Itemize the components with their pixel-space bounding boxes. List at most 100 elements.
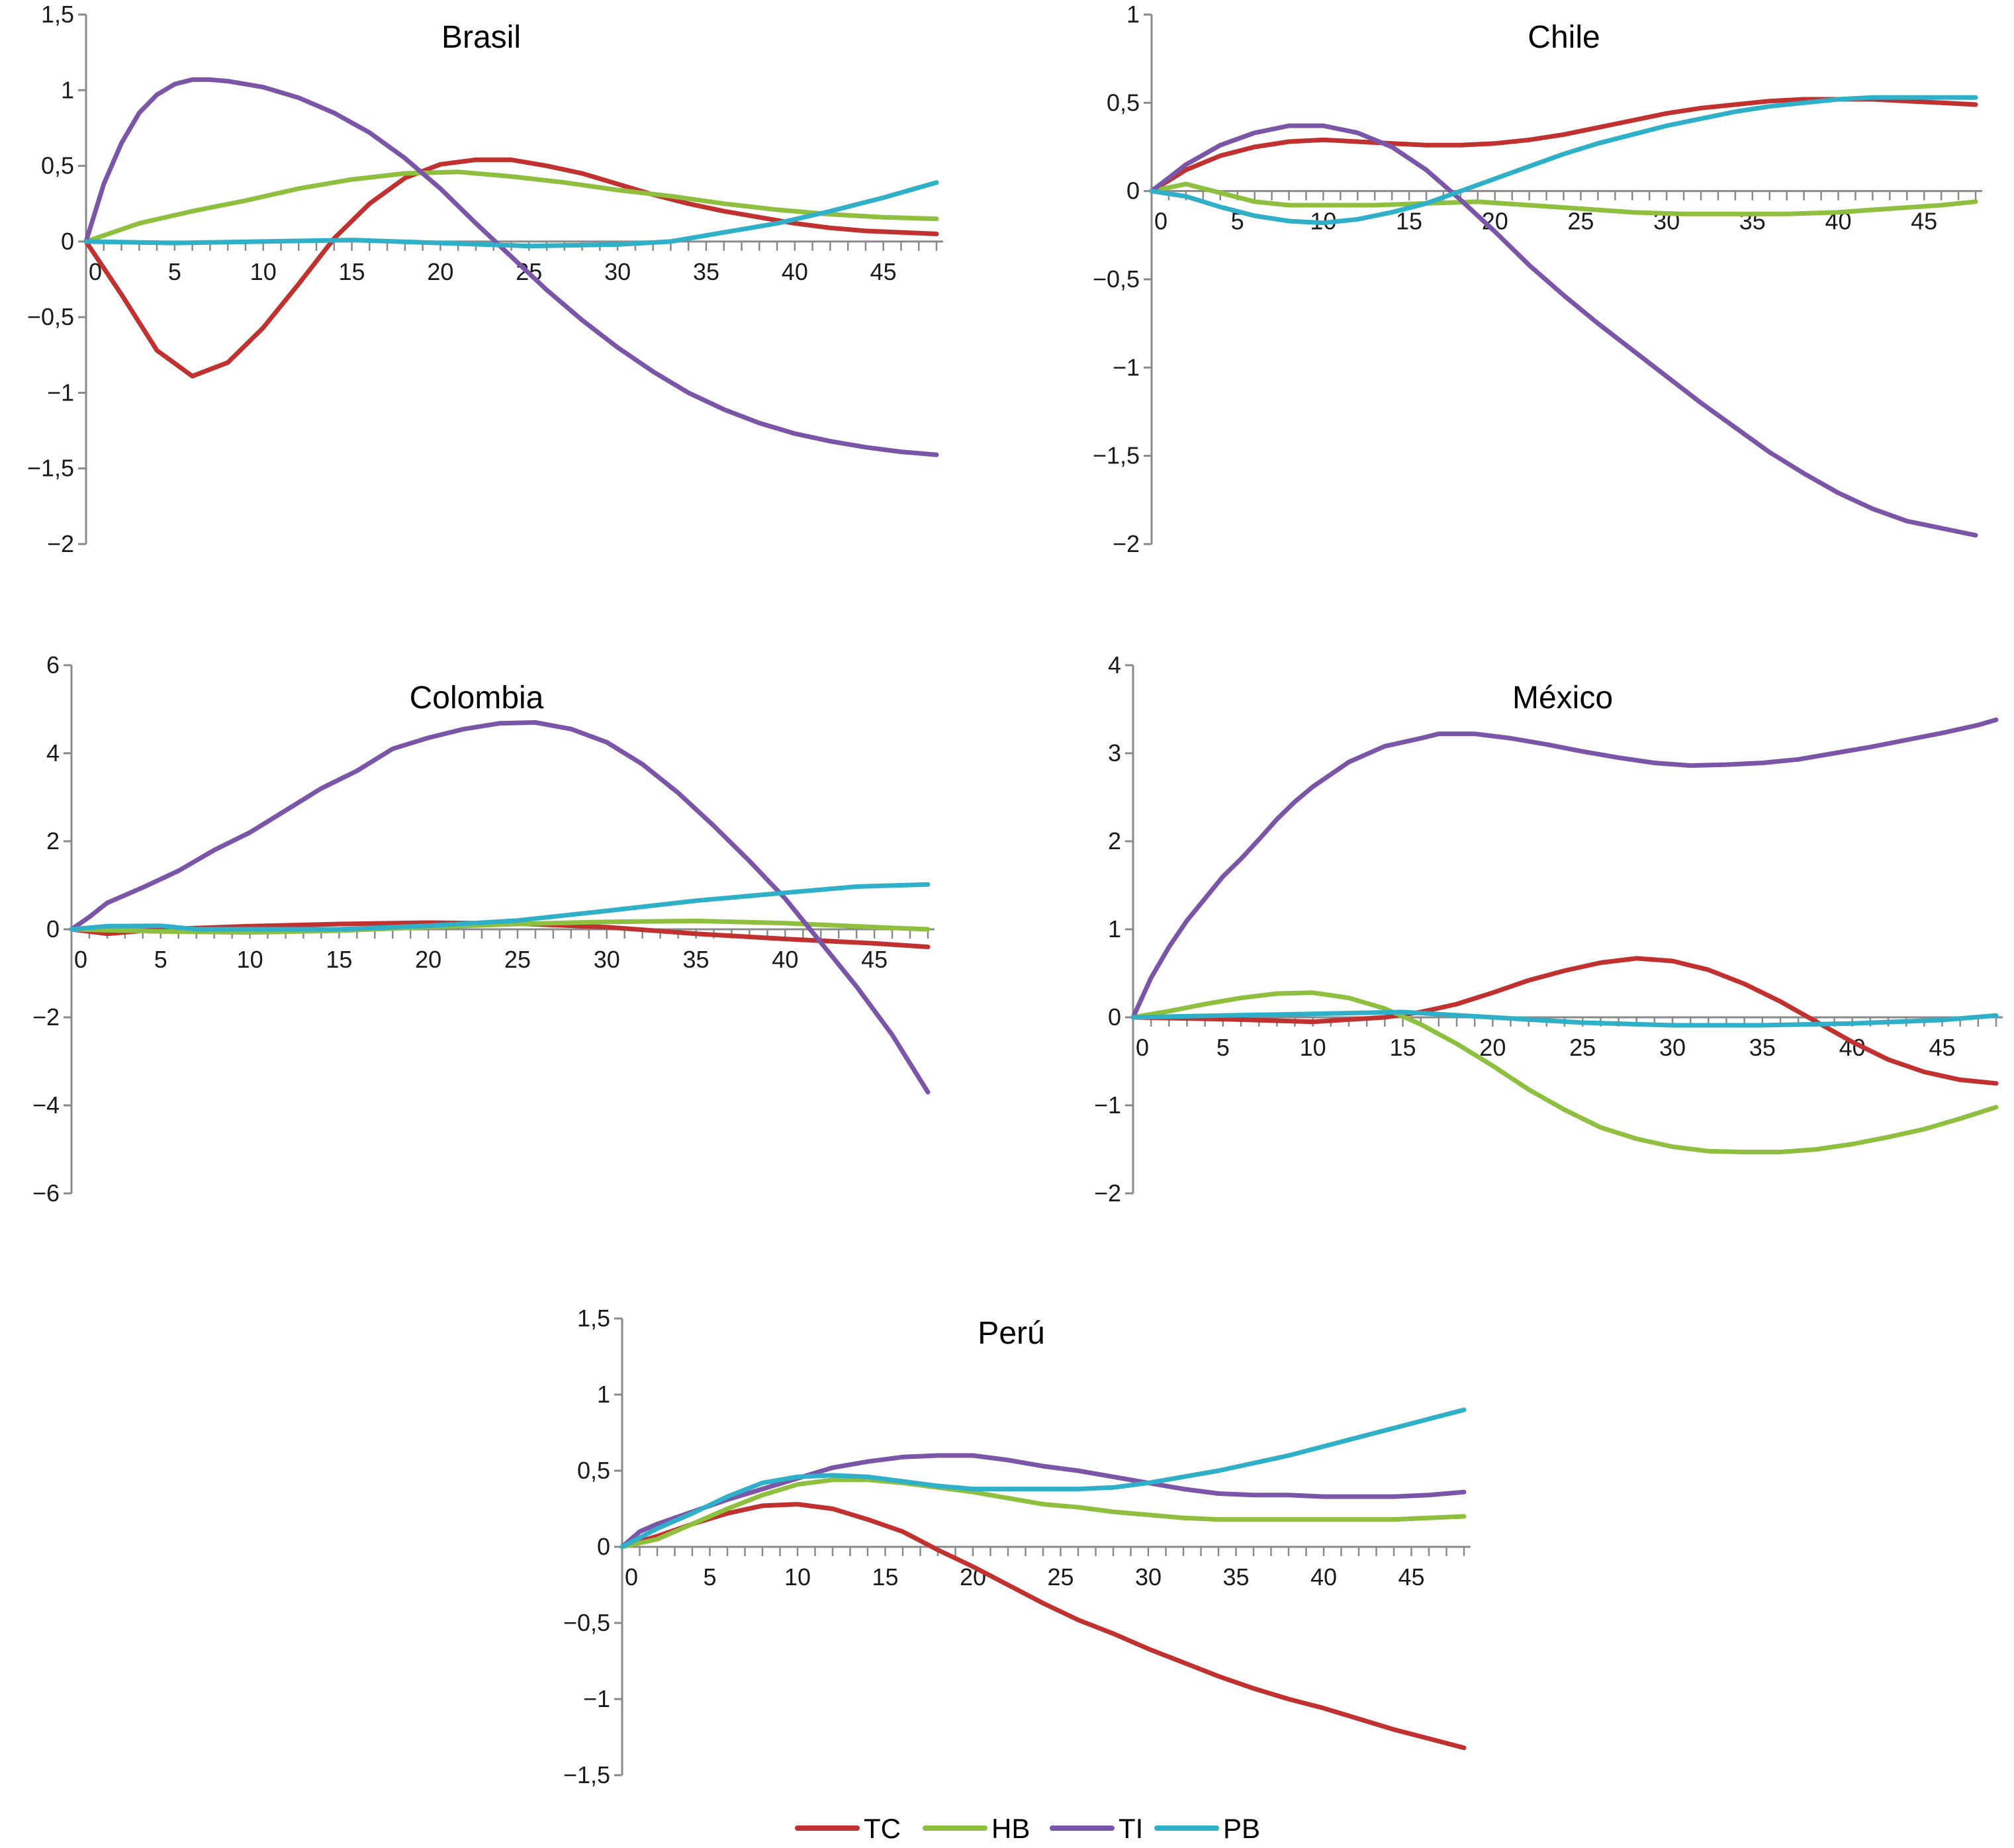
y-tick-label: 0,5 [1107, 89, 1140, 116]
x-tick-label: 35 [683, 946, 709, 973]
chart-title-chile: Chile [1528, 20, 1600, 55]
chart-title-brasil: Brasil [441, 20, 521, 55]
y-tick-label: 0 [1108, 1003, 1121, 1031]
x-tick-label: 45 [870, 258, 897, 285]
chart-title-peru: Perú [978, 1316, 1044, 1351]
y-tick-label: −1 [47, 379, 74, 406]
x-tick-label: 35 [1749, 1034, 1776, 1061]
x-tick-label: 30 [1659, 1034, 1686, 1061]
y-tick-label: 1 [61, 76, 74, 103]
y-tick-label: 1 [1108, 915, 1121, 943]
x-tick-label: 10 [784, 1563, 811, 1591]
y-tick-label: −2 [32, 1003, 60, 1031]
x-tick-label: 0 [1154, 208, 1167, 235]
series-line-tc-peru [619, 1502, 1467, 1751]
y-tick-label: 4 [46, 739, 60, 766]
y-tick-label: 0 [1126, 177, 1140, 205]
series-line-hb-peru [619, 1477, 1467, 1549]
y-tick-label: 0,5 [577, 1457, 610, 1484]
x-tick-label: 0 [1136, 1034, 1149, 1061]
x-tick-label: 40 [772, 946, 798, 973]
y-tick-label: −2 [1113, 530, 1140, 557]
series-line-tc-chile [1149, 97, 1978, 194]
y-tick-label: −0,5 [1093, 265, 1140, 293]
x-tick-label: 25 [1047, 1563, 1074, 1591]
y-tick-label: −1,5 [1093, 442, 1140, 469]
y-tick-label: 2 [46, 827, 60, 855]
legend-label-hb: HB [991, 1813, 1030, 1844]
y-tick-label: 1 [597, 1381, 610, 1408]
x-tick-label: 5 [703, 1563, 716, 1591]
chart-title-mexico: México [1512, 680, 1613, 716]
series-line-pb-brasil [83, 180, 939, 249]
x-tick-label: 15 [872, 1563, 898, 1591]
x-tick-label: 25 [1569, 1034, 1596, 1061]
series-line-ti-peru [619, 1453, 1467, 1549]
x-tick-label: 30 [594, 946, 620, 973]
y-tick-label: 2 [1108, 827, 1121, 855]
x-tick-label: 40 [782, 258, 808, 285]
y-tick-label: −6 [32, 1179, 60, 1207]
y-tick-label: −0,5 [563, 1609, 610, 1636]
y-tick-label: 6 [46, 651, 60, 678]
x-tick-label: 5 [168, 258, 181, 285]
y-tick-label: 1 [1126, 1, 1140, 28]
y-tick-label: −2 [47, 530, 74, 557]
series-line-ti-brasil [83, 77, 939, 457]
x-tick-label: 25 [1567, 208, 1594, 235]
y-tick-label: −1 [1094, 1091, 1121, 1119]
series-line-pb-peru [619, 1407, 1467, 1549]
x-tick-label: 20 [415, 946, 441, 973]
legend-label-pb: PB [1223, 1813, 1260, 1844]
chart-title-colombia: Colombia [410, 680, 544, 716]
x-tick-label: 0 [625, 1563, 638, 1591]
x-tick-label: 45 [1911, 208, 1937, 235]
legend: TC HB TI PB [795, 1813, 1260, 1844]
series-line-hb-chile [1149, 181, 1978, 216]
x-tick-label: 35 [693, 258, 719, 285]
series-line-pb-mexico [1130, 1009, 1999, 1028]
x-tick-label: 15 [1389, 1034, 1416, 1061]
series-line-ti-mexico [1130, 717, 1999, 1020]
series-line-tc-brasil [83, 157, 939, 379]
series-line-hb-colombia [69, 918, 931, 935]
series-line-pb-chile [1149, 95, 1978, 226]
series-line-ti-chile [1149, 123, 1978, 538]
x-tick-label: 15 [326, 946, 352, 973]
x-tick-label: 45 [1929, 1034, 1955, 1061]
y-tick-label: −4 [32, 1091, 60, 1119]
series-line-pb-colombia [69, 882, 931, 932]
x-tick-label: 10 [250, 258, 277, 285]
x-tick-label: 45 [861, 946, 888, 973]
y-tick-label: 4 [1108, 651, 1121, 678]
series-line-ti-colombia [69, 720, 931, 1095]
y-tick-label: 1,5 [41, 1, 74, 28]
y-tick-label: 0 [597, 1533, 610, 1560]
y-tick-label: −0,5 [27, 303, 74, 330]
y-tick-label: 3 [1108, 739, 1121, 766]
x-tick-label: 0 [89, 258, 102, 285]
x-tick-label: 5 [1216, 1034, 1230, 1061]
panel-brasil: 1,510,50−0,5−1−1,5−20 5 10 15 20 25 30 35 40 45Br… [27, 1, 943, 557]
x-tick-label: 20 [1479, 1034, 1506, 1061]
legend-label-ti: TI [1119, 1813, 1143, 1844]
x-tick-label: 30 [1135, 1563, 1162, 1591]
series-line-hb-brasil [83, 169, 939, 244]
x-tick-label: 30 [604, 258, 631, 285]
x-tick-label: 0 [74, 946, 87, 973]
x-tick-label: 40 [1310, 1563, 1337, 1591]
y-tick-label: 0 [46, 915, 60, 943]
y-tick-label: −1 [583, 1685, 610, 1712]
x-tick-label: 10 [237, 946, 263, 973]
x-tick-label: 10 [1300, 1034, 1326, 1061]
y-tick-label: −1,5 [563, 1761, 610, 1788]
legend-label-tc: TC [864, 1813, 901, 1844]
y-tick-label: 0 [61, 228, 74, 255]
x-tick-label: 35 [1222, 1563, 1249, 1591]
x-tick-label: 20 [427, 258, 453, 285]
